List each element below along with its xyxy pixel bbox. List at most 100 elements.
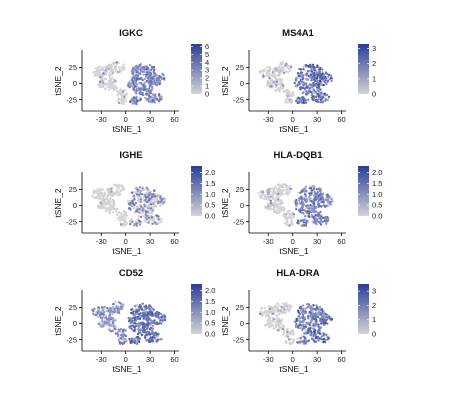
data-point bbox=[99, 197, 103, 200]
data-point bbox=[285, 89, 289, 92]
data-point bbox=[102, 85, 105, 88]
data-point bbox=[315, 320, 318, 323]
data-point bbox=[109, 207, 113, 211]
colorbar bbox=[358, 44, 369, 94]
data-point bbox=[326, 322, 329, 325]
data-point bbox=[307, 91, 310, 95]
data-point bbox=[301, 340, 304, 343]
data-point bbox=[312, 216, 315, 220]
data-point bbox=[301, 73, 304, 77]
data-point bbox=[115, 67, 118, 70]
data-point bbox=[117, 301, 121, 304]
data-point bbox=[284, 98, 288, 101]
data-point bbox=[105, 78, 108, 81]
data-point bbox=[301, 208, 304, 211]
data-point bbox=[157, 222, 160, 225]
data-point bbox=[308, 86, 311, 90]
data-point bbox=[130, 70, 134, 73]
data-point bbox=[121, 98, 125, 101]
data-point bbox=[148, 328, 152, 331]
data-point bbox=[102, 321, 105, 325]
data-point bbox=[112, 302, 115, 306]
data-point bbox=[136, 188, 139, 191]
data-point bbox=[317, 217, 320, 220]
data-point bbox=[132, 329, 135, 332]
data-point bbox=[304, 87, 307, 90]
data-point bbox=[282, 206, 285, 209]
data-point bbox=[297, 311, 300, 314]
data-point bbox=[295, 318, 298, 321]
data-point bbox=[147, 313, 150, 316]
data-point bbox=[140, 66, 143, 69]
data-point bbox=[140, 211, 143, 215]
x-tick-label: 30 bbox=[146, 355, 154, 364]
data-point bbox=[139, 321, 142, 325]
data-point bbox=[156, 76, 159, 80]
data-point bbox=[105, 318, 109, 321]
data-point bbox=[157, 312, 161, 315]
data-point bbox=[137, 68, 140, 71]
data-point bbox=[107, 320, 110, 323]
data-point bbox=[96, 73, 100, 76]
data-point bbox=[310, 333, 313, 336]
data-point bbox=[321, 314, 325, 318]
data-point bbox=[269, 202, 273, 205]
data-point bbox=[315, 65, 319, 69]
data-point bbox=[147, 216, 150, 220]
data-point bbox=[272, 203, 275, 207]
data-point bbox=[129, 82, 132, 85]
data-point bbox=[133, 198, 136, 201]
y-axis-label: tSNE_2 bbox=[220, 66, 230, 96]
data-point bbox=[130, 311, 133, 315]
colorbar-tick-label: 1.0 bbox=[205, 308, 215, 317]
feature-panel-hla-dqb1: HLA-DQB1 -30 0 30 60 25 0 -25 tSNE_1 tSNE_2 2.0 1.5… bbox=[220, 150, 382, 256]
x-tick-label: 30 bbox=[146, 237, 154, 246]
data-point bbox=[110, 205, 113, 208]
colorbar-tick-label: 3 bbox=[205, 66, 209, 75]
data-point bbox=[155, 222, 158, 226]
data-point bbox=[117, 101, 121, 105]
data-point bbox=[278, 87, 282, 91]
data-point bbox=[324, 94, 327, 97]
data-point bbox=[316, 200, 320, 204]
y-tick-label: -25 bbox=[66, 217, 77, 226]
data-point bbox=[273, 187, 276, 190]
data-point bbox=[293, 339, 296, 342]
data-point bbox=[274, 185, 277, 188]
data-point bbox=[144, 216, 147, 219]
data-point bbox=[271, 312, 274, 315]
data-point bbox=[297, 74, 300, 78]
data-point bbox=[138, 203, 142, 207]
data-point bbox=[271, 195, 274, 198]
data-point bbox=[152, 198, 155, 201]
data-point bbox=[132, 83, 135, 86]
data-point bbox=[116, 99, 119, 102]
data-point bbox=[323, 76, 326, 79]
data-point bbox=[282, 311, 285, 315]
x-tick-label: 60 bbox=[337, 355, 345, 364]
data-point bbox=[264, 207, 267, 210]
data-point bbox=[310, 67, 313, 70]
data-point bbox=[142, 211, 145, 214]
data-point bbox=[309, 90, 312, 94]
data-point bbox=[159, 196, 162, 199]
data-point bbox=[309, 187, 312, 190]
data-point bbox=[269, 205, 273, 208]
data-point bbox=[286, 96, 289, 100]
data-point bbox=[137, 78, 141, 81]
y-tick-label: 25 bbox=[236, 303, 244, 312]
data-point bbox=[127, 202, 130, 205]
data-point bbox=[128, 337, 131, 341]
colorbar-tick-label: 1.0 bbox=[205, 190, 215, 199]
data-point bbox=[321, 318, 324, 321]
data-point bbox=[118, 66, 121, 70]
data-point bbox=[306, 206, 309, 209]
data-point bbox=[302, 65, 305, 68]
data-point bbox=[288, 98, 292, 101]
data-point bbox=[131, 220, 134, 223]
data-point bbox=[162, 313, 166, 317]
data-point bbox=[326, 79, 330, 82]
data-point bbox=[97, 322, 100, 326]
data-point bbox=[276, 317, 279, 320]
y-tick-label: 25 bbox=[69, 185, 77, 194]
